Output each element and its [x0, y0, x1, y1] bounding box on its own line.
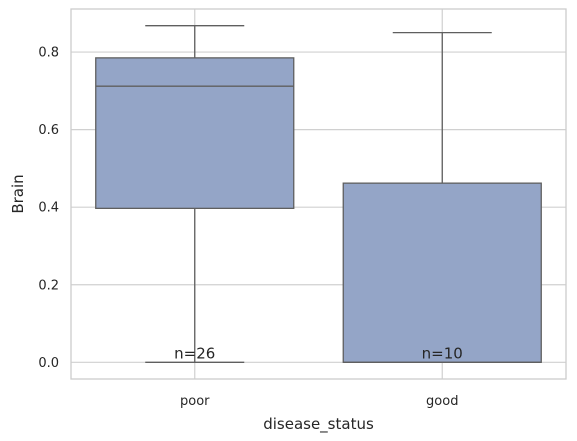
box-good [342, 32, 542, 363]
count-labels: n=26 n=10 [174, 344, 463, 362]
x-tick-labels: poor good [180, 394, 458, 409]
boxes [95, 25, 542, 363]
iqr-box-poor [95, 57, 295, 210]
y-axis-label: Brain [9, 174, 27, 213]
y-tick-label-0: 0.0 [38, 356, 59, 371]
y-tick-label-4: 0.8 [38, 46, 59, 61]
y-tick-label-2: 0.4 [38, 201, 59, 216]
box-poor [95, 25, 295, 363]
y-tick-label-1: 0.2 [38, 278, 59, 293]
count-label-poor: n=26 [174, 344, 215, 362]
y-tick-label-3: 0.6 [38, 123, 59, 138]
x-axis-label: disease_status [263, 415, 374, 434]
x-tick-label-poor: poor [180, 394, 210, 409]
count-label-good: n=10 [422, 344, 463, 362]
plot-frame [70, 8, 567, 380]
y-tick-labels: 0.0 0.2 0.4 0.6 0.8 [38, 46, 59, 371]
x-tick-label-good: good [426, 394, 458, 409]
iqr-box-good [342, 182, 542, 363]
